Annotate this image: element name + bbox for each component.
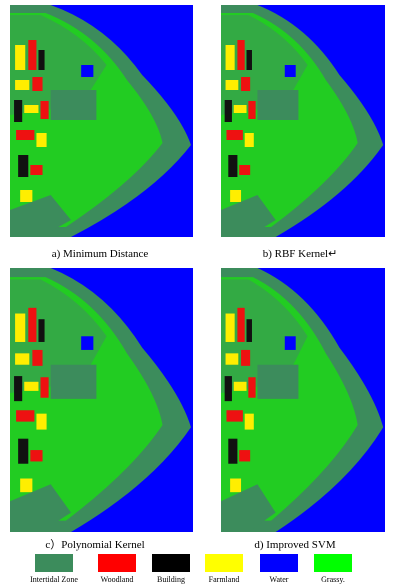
legend-swatch <box>35 554 73 572</box>
map-panel <box>221 5 385 237</box>
legend-label: Woodland <box>101 575 134 584</box>
legend-label: Grassy. <box>321 575 345 584</box>
legend-label: Intertidal Zone <box>30 575 78 584</box>
legend-label: Building <box>157 575 185 584</box>
panel-caption: b) RBF Kernel↵ <box>263 248 338 260</box>
map-panel <box>10 268 193 532</box>
panel-caption: a) Minimum Distance <box>52 248 149 260</box>
legend-label: Farmland <box>209 575 240 584</box>
legend-swatch <box>314 554 352 572</box>
map-panel <box>221 268 385 532</box>
legend-label: Water <box>270 575 289 584</box>
panel-caption: c）Polynomial Kernel <box>45 538 144 551</box>
map-panel <box>10 5 193 237</box>
legend-swatch <box>152 554 190 572</box>
panel-caption: d) Improved SVM <box>254 539 335 551</box>
figure: a) Minimum Distance b) RBF Kernel↵ c）Pol… <box>0 0 393 586</box>
legend-swatch <box>205 554 243 572</box>
legend-swatch <box>98 554 136 572</box>
legend-swatch <box>260 554 298 572</box>
